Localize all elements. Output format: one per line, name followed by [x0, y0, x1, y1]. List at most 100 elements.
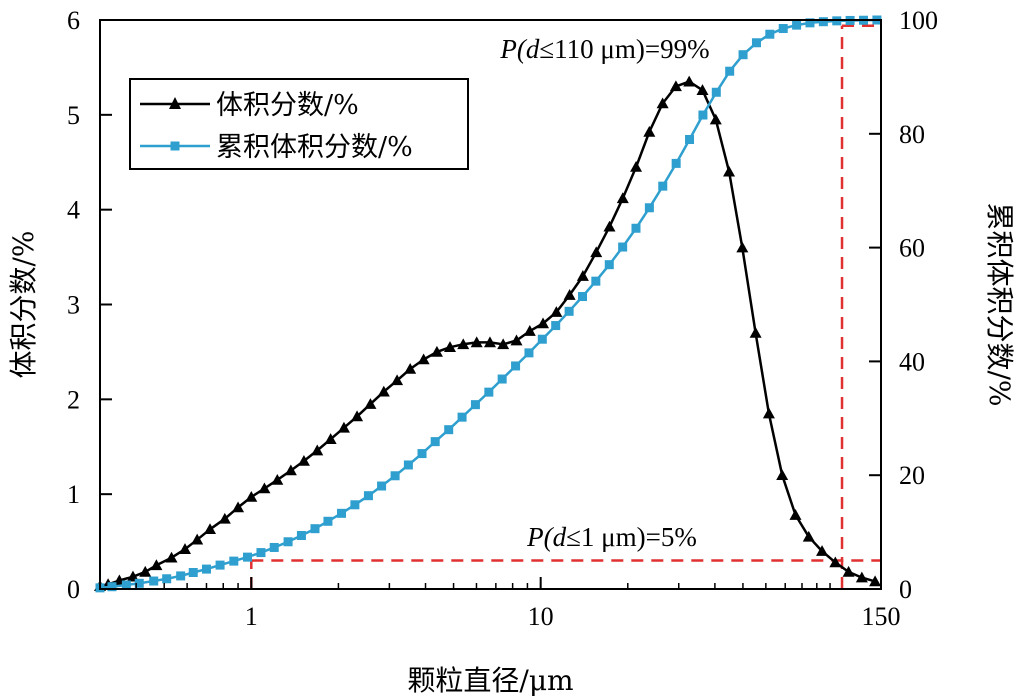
annotation-d110-prefix: P( — [499, 34, 527, 64]
series-1-point-46 — [711, 87, 721, 97]
series-0-point-24 — [404, 362, 417, 374]
x-tick-label-1: 10 — [528, 602, 554, 631]
series-1-point-16 — [310, 524, 320, 534]
series-1-point-30 — [497, 374, 507, 384]
right-y-tick-label-1: 20 — [899, 461, 925, 490]
series-1-point-44 — [685, 134, 695, 144]
series-1-point-22 — [390, 471, 400, 481]
series-1-point-54 — [818, 17, 828, 27]
series-1-point-42 — [658, 181, 668, 191]
series-0-point-12 — [245, 491, 258, 502]
series-0-point-47 — [709, 113, 722, 125]
series-0-point-31 — [497, 338, 510, 350]
series-0-point-48 — [723, 165, 736, 177]
series-0-point-45 — [683, 75, 696, 87]
series-1-point-40 — [631, 223, 641, 233]
annotation-d110-var: d — [526, 34, 540, 64]
left-y-tick-label-0: 0 — [67, 575, 80, 604]
right-y-tick-label-4: 80 — [899, 120, 925, 149]
series-1-point-53 — [805, 18, 815, 28]
series-0-point-20 — [351, 410, 364, 422]
series-0-point-56 — [829, 556, 842, 568]
series-1-point-4 — [149, 576, 159, 586]
series-1-point-43 — [671, 158, 681, 168]
series-1-point-12 — [256, 548, 266, 558]
series-0-point-23 — [391, 374, 404, 386]
series-1-point-28 — [470, 400, 480, 410]
series-1-point-5 — [162, 574, 172, 584]
legend-box — [129, 78, 469, 170]
series-0-point-6 — [165, 551, 178, 563]
series-0-point-9 — [204, 523, 217, 535]
series-0-point-13 — [258, 482, 271, 494]
series-1-point-45 — [698, 110, 708, 120]
legend: 体积分数/% 累积体积分数/% — [129, 78, 469, 170]
series-0-point-49 — [736, 241, 749, 253]
series-0-point-5 — [150, 559, 163, 571]
series-1-point-15 — [296, 531, 306, 541]
annotation-d1: P(d≤1 μm)=5% — [526, 522, 697, 552]
series-0-point-7 — [178, 543, 191, 554]
series-0-point-11 — [232, 501, 245, 513]
series-0-point-52 — [776, 469, 789, 480]
series-1-point-17 — [323, 516, 333, 526]
series-1-point-18 — [337, 508, 347, 518]
x-axis-title: 颗粒直径/μm — [407, 664, 573, 697]
series-1-point-6 — [176, 571, 186, 581]
series-0-point-17 — [311, 444, 324, 456]
series-0-point-14 — [271, 473, 284, 485]
series-0-point-50 — [749, 326, 762, 338]
left-y-tick-label-1: 1 — [67, 480, 80, 509]
series-1-point-37 — [591, 276, 601, 286]
left-y-axis-title: 体积分数/% — [7, 230, 40, 378]
series-0-point-57 — [842, 565, 855, 577]
right-y-tick-label-0: 0 — [899, 575, 912, 604]
annotation-d1-var: d — [553, 522, 567, 552]
series-1-point-9 — [215, 560, 225, 570]
series-0-point-15 — [284, 464, 297, 476]
series-1-point-36 — [578, 292, 588, 302]
series-1-point-27 — [457, 412, 467, 422]
series-0-point-10 — [218, 512, 231, 524]
series-0-point-25 — [417, 353, 430, 365]
series-1-point-20 — [363, 491, 373, 501]
series-1-point-7 — [188, 567, 198, 577]
right-y-axis-title: 累积体积分数/% — [983, 202, 1016, 406]
series-1-point-41 — [644, 203, 654, 213]
series-1-point-52 — [792, 20, 802, 30]
series-1-point-19 — [350, 500, 360, 510]
series-0-point-27 — [443, 341, 456, 352]
series-1-point-35 — [564, 306, 574, 316]
series-1-point-48 — [738, 50, 748, 60]
series-1-point-47 — [725, 66, 735, 76]
legend-label-volume-fraction: 体积分数/% — [216, 90, 359, 121]
series-0-point-35 — [550, 306, 563, 317]
series-1-point-11 — [242, 552, 252, 562]
series-0-point-51 — [762, 407, 775, 419]
series-0-point-43 — [656, 97, 669, 109]
series-0-point-21 — [364, 398, 377, 409]
series-0-point-41 — [630, 160, 643, 172]
annotation-d110-suffix: ≤110 μm)=99% — [539, 34, 709, 64]
right-y-tick-label-5: 100 — [899, 6, 938, 35]
series-0-point-54 — [802, 530, 815, 542]
legend-item-cumulative-volume-fraction — [140, 141, 210, 151]
series-0-point-33 — [523, 325, 536, 336]
series-1-point-32 — [524, 348, 534, 358]
series-1-point-29 — [484, 387, 494, 397]
series-1-point-25 — [430, 437, 440, 447]
series-0-point-30 — [483, 336, 496, 348]
series-1-point-8 — [201, 564, 211, 574]
series-1-point-24 — [417, 449, 427, 459]
series-0-point-40 — [616, 192, 629, 204]
series-1-point-14 — [283, 537, 293, 547]
legend-item-volume-fraction — [140, 97, 210, 109]
series-0-point-38 — [590, 246, 603, 258]
legend-marker-triangle — [169, 97, 181, 109]
series-0-point-28 — [457, 338, 470, 350]
series-0-point-26 — [430, 345, 443, 357]
series-0-point-55 — [816, 545, 829, 556]
series-1-point-34 — [551, 321, 561, 331]
series-1-point-26 — [444, 425, 454, 435]
